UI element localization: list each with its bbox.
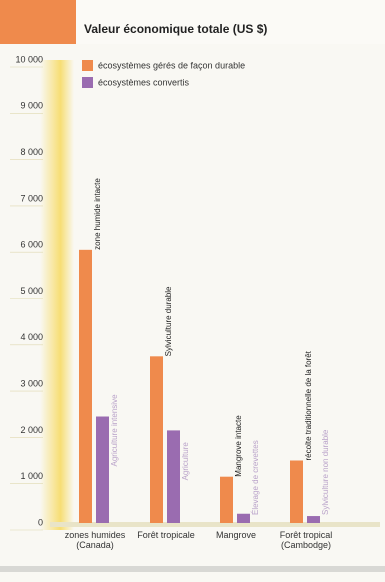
x-tick-label: Mangrove: [215, 530, 257, 540]
y-tick-label: 3 000: [20, 378, 43, 388]
y-tick-label: 9 000: [20, 101, 43, 111]
x-tick-label: zones humides (Canada): [64, 530, 126, 550]
bar-label: Élevage de crevettes: [251, 440, 260, 515]
y-tick-label: 5 000: [20, 286, 43, 296]
bar: [290, 460, 303, 523]
legend-swatch: [82, 77, 93, 88]
bar: [167, 430, 180, 523]
y-tick-label: 1 000: [20, 471, 43, 481]
bar: [150, 356, 163, 523]
bar-label: Agriculture intensive: [110, 394, 119, 467]
y-tick-label: 8 000: [20, 147, 43, 157]
chart-title: Valeur économique totale (US $): [84, 22, 267, 36]
x-tick-label: Forêt tropicale: [137, 530, 195, 540]
baseline: [50, 522, 380, 527]
bar: [307, 516, 320, 523]
bar-label: Agriculture: [181, 442, 190, 481]
x-tick-label: Forêt tropical (Cambodge): [279, 530, 333, 550]
bar: [96, 416, 109, 523]
y-tick-label: 0: [38, 517, 43, 527]
y-tick-label: 4 000: [20, 332, 43, 342]
bar-label: Sylviculture durable: [164, 286, 173, 356]
y-tick-label: 10 000: [15, 54, 43, 64]
y-tick-label: 6 000: [20, 240, 43, 250]
bar: [220, 476, 233, 523]
bar: [79, 249, 92, 523]
bottom-stripe: [0, 566, 385, 572]
legend-label: écosystèmes gérés de façon durable: [98, 60, 245, 70]
y-tick-label: 7 000: [20, 193, 43, 203]
legend-label: écosystèmes convertis: [98, 77, 190, 87]
bar-label: zone humide intacte: [93, 178, 102, 250]
bar: [237, 513, 250, 523]
corner-block: [0, 0, 76, 44]
bar-label: récolte traditionnelle de la forêt: [304, 350, 313, 460]
header-panel: [76, 0, 385, 44]
bar-label: Sylviculture non durable: [321, 429, 330, 515]
y-tick-label: 2 000: [20, 425, 43, 435]
legend-swatch: [82, 60, 93, 71]
axis-band: [40, 60, 74, 530]
bar-label: Mangrove intacte: [234, 415, 243, 477]
